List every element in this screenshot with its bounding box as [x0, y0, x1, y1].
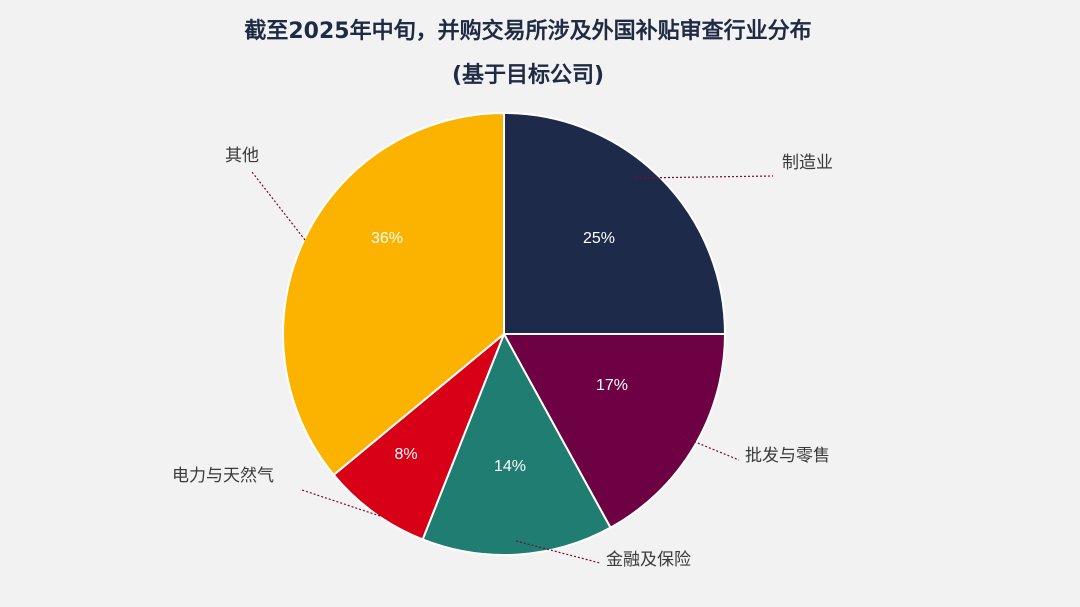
category-label-2: 批发与零售 [745, 446, 830, 466]
category-label-3: 金融及保险 [606, 550, 691, 570]
percent-labels: 25% 17% 14% 8% 36% [371, 230, 628, 475]
pie-slice-1 [503, 111, 727, 335]
category-label-5: 其他 [225, 146, 259, 166]
pie-slice-5 [282, 111, 505, 477]
percent-label-1: 25% [583, 230, 615, 247]
category-label-1: 制造业 [782, 153, 833, 173]
pie-slices [282, 111, 727, 556]
leader-line-3 [515, 540, 601, 564]
pie-slice-3 [421, 331, 612, 556]
percent-label-5: 36% [371, 230, 403, 247]
pie-slice-4 [332, 333, 505, 541]
leader-line-1 [635, 175, 774, 179]
percent-label-2: 17% [596, 377, 628, 394]
leader-lines [251, 171, 774, 564]
leader-line-4 [301, 489, 381, 517]
chart-subtitle: (基于目标公司) [452, 62, 604, 88]
percent-label-3: 14% [494, 458, 526, 475]
percent-label-4: 8% [394, 446, 417, 463]
chart-title: 截至2025年中旬，并购交易所涉及外国补贴审查行业分布 [244, 18, 811, 44]
pie-slice-2 [502, 333, 727, 530]
category-label-4: 电力与天然气 [172, 466, 274, 486]
leader-line-5 [251, 171, 306, 241]
